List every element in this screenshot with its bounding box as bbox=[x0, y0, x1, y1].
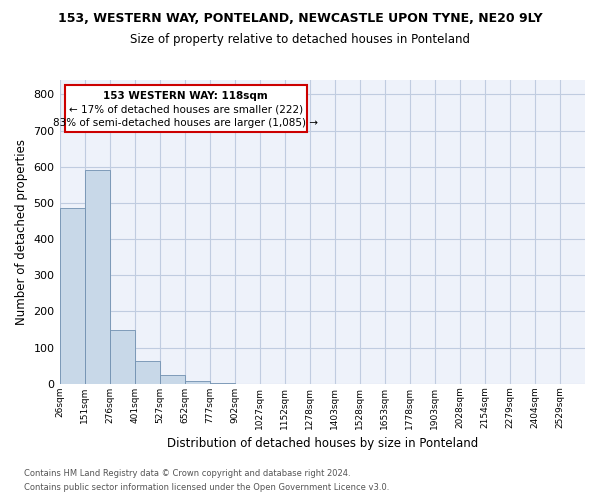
Bar bbox=[185, 381, 209, 384]
Bar bbox=[85, 170, 110, 384]
Bar bbox=[110, 330, 134, 384]
Text: 83% of semi-detached houses are larger (1,085) →: 83% of semi-detached houses are larger (… bbox=[53, 118, 318, 128]
Text: 153, WESTERN WAY, PONTELAND, NEWCASTLE UPON TYNE, NE20 9LY: 153, WESTERN WAY, PONTELAND, NEWCASTLE U… bbox=[58, 12, 542, 26]
Bar bbox=[59, 208, 85, 384]
Bar bbox=[160, 374, 185, 384]
Text: ← 17% of detached houses are smaller (222): ← 17% of detached houses are smaller (22… bbox=[68, 104, 303, 115]
Text: 153 WESTERN WAY: 118sqm: 153 WESTERN WAY: 118sqm bbox=[103, 90, 268, 101]
Text: Contains public sector information licensed under the Open Government Licence v3: Contains public sector information licen… bbox=[24, 484, 389, 492]
Bar bbox=[209, 383, 235, 384]
FancyBboxPatch shape bbox=[65, 84, 307, 132]
Bar bbox=[134, 361, 160, 384]
Y-axis label: Number of detached properties: Number of detached properties bbox=[15, 139, 28, 325]
Text: Contains HM Land Registry data © Crown copyright and database right 2024.: Contains HM Land Registry data © Crown c… bbox=[24, 468, 350, 477]
X-axis label: Distribution of detached houses by size in Ponteland: Distribution of detached houses by size … bbox=[167, 437, 478, 450]
Text: Size of property relative to detached houses in Ponteland: Size of property relative to detached ho… bbox=[130, 32, 470, 46]
